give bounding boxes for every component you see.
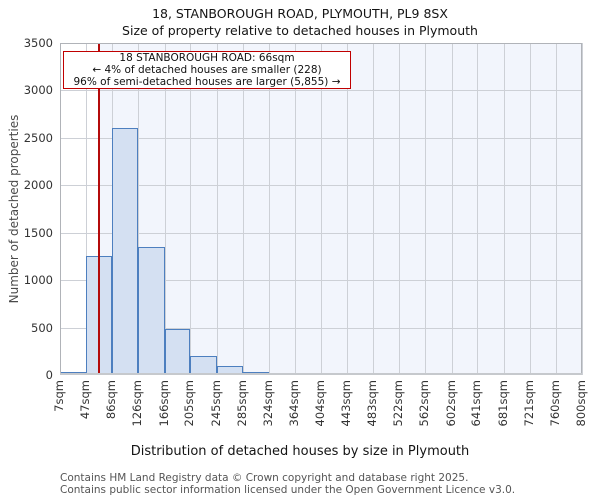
x-axis-line (60, 373, 582, 375)
histogram-bar (138, 246, 165, 375)
plot-border-top (60, 43, 582, 44)
x-tick-label: 7sqm (52, 380, 66, 412)
x-tick-label: 443sqm (339, 380, 353, 427)
x-tick-label: 602sqm (443, 380, 458, 427)
chart-subtitle: Size of property relative to detached ho… (122, 23, 478, 38)
y-tick-label: 2500 (23, 130, 53, 145)
x-tick-label: 681sqm (495, 380, 510, 427)
vertical-gridline (242, 43, 244, 375)
vertical-gridline (529, 43, 531, 375)
x-tick-label: 166sqm (156, 380, 171, 427)
x-tick-label: 721sqm (521, 380, 536, 427)
horizontal-gridline (60, 327, 582, 329)
horizontal-gridline (60, 137, 582, 139)
vertical-gridline (190, 43, 192, 375)
vertical-gridline (321, 43, 323, 375)
histogram-bar (216, 366, 243, 375)
annotation-box: 18 STANBOROUGH ROAD: 66sqm ← 4% of detac… (63, 51, 351, 89)
x-tick-label: 324sqm (260, 380, 275, 427)
chart-title: 18, STANBOROUGH ROAD, PLYMOUTH, PL9 8SX (152, 6, 448, 21)
copyright-line-1: Contains HM Land Registry data © Crown c… (60, 472, 469, 484)
x-tick-label: 126sqm (130, 380, 145, 427)
vertical-gridline (555, 43, 557, 375)
x-tick-label: 760sqm (547, 380, 562, 427)
y-tick-label: 1500 (23, 225, 53, 240)
x-tick-label: 285sqm (234, 380, 249, 427)
vertical-gridline (216, 43, 218, 375)
x-tick-label: 364sqm (286, 380, 301, 427)
histogram-bar (190, 356, 217, 375)
vertical-gridline (268, 43, 270, 375)
vertical-gridline (451, 43, 453, 375)
x-tick-label: 404sqm (313, 380, 328, 427)
x-tick-label: 522sqm (391, 380, 405, 427)
x-tick-label: 483sqm (365, 380, 380, 427)
y-tick-label: 3000 (23, 83, 53, 98)
vertical-gridline (425, 43, 427, 375)
y-tick-label: 1000 (23, 273, 53, 288)
x-tick-label: 205sqm (182, 380, 197, 427)
vertical-gridline (373, 43, 375, 375)
plot-border-right (581, 43, 582, 375)
larger-properties-highlight-band (98, 43, 582, 375)
y-tick-label: 3500 (23, 36, 53, 50)
x-tick-label: 800sqm (574, 380, 588, 427)
annotation-line-3: 96% of semi-detached houses are larger (… (73, 75, 341, 88)
annotation-line-1: 18 STANBOROUGH ROAD: 66sqm (119, 52, 295, 64)
x-tick-label: 641sqm (469, 380, 484, 427)
vertical-gridline (582, 43, 583, 375)
histogram-bar (164, 328, 191, 375)
x-tick-label: 562sqm (417, 380, 432, 427)
horizontal-gridline (60, 90, 582, 92)
histogram-bar (112, 128, 139, 375)
horizontal-gridline (60, 185, 582, 187)
y-tick-label: 2000 (23, 178, 53, 193)
plot-area (60, 43, 583, 375)
x-axis-title: Distribution of detached houses by size … (130, 444, 470, 459)
vertical-gridline (347, 43, 348, 375)
property-size-marker-line (97, 43, 100, 375)
vertical-gridline (294, 43, 296, 375)
copyright-line-2: Contains public sector information licen… (60, 484, 516, 496)
vertical-gridline (477, 43, 479, 375)
x-tick-label: 86sqm (104, 380, 118, 420)
horizontal-gridline (60, 232, 582, 234)
annotation-line-2: ← 4% of detached houses are smaller (228… (92, 63, 322, 76)
vertical-gridline (164, 43, 166, 375)
y-tick-label: 0 (45, 368, 53, 382)
vertical-gridline (503, 43, 505, 375)
vertical-gridline (86, 43, 88, 375)
vertical-gridline (138, 43, 140, 375)
y-tick-label: 500 (31, 320, 53, 335)
horizontal-gridline (60, 280, 582, 282)
x-tick-label: 47sqm (78, 380, 93, 420)
x-tick-label: 245sqm (208, 380, 223, 427)
vertical-gridline (399, 43, 400, 375)
plot-border-left (60, 43, 61, 375)
